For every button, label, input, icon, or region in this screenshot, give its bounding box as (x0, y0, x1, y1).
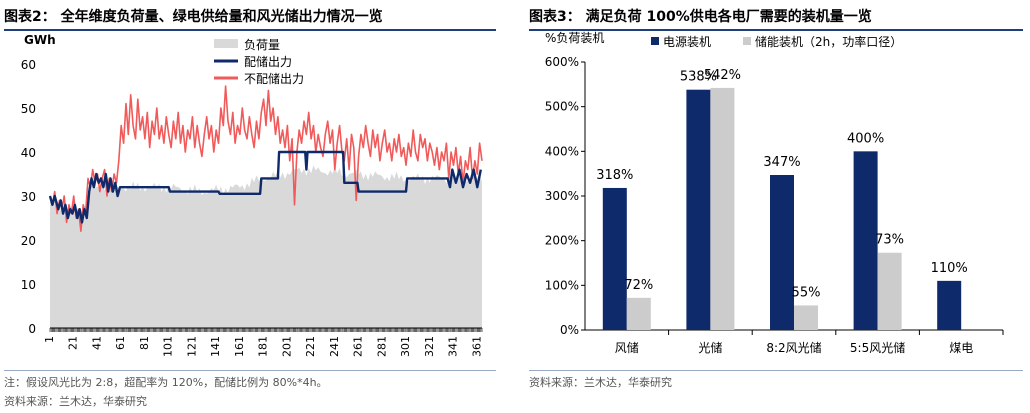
bar-data-label: 72% (624, 278, 653, 293)
x-tick-label: 121 (185, 336, 198, 357)
x-tick-label: 301 (399, 336, 412, 357)
right-bar-chart: %负荷装机 0% 100% 200% 300% 400% 500% 600% 318% 72% 风储… (545, 31, 1004, 355)
x-tick-label: 21 (67, 336, 80, 350)
x-tick-label: 261 (352, 336, 365, 357)
right-footer-rule (529, 370, 1023, 371)
y-tick-label: 100% (545, 278, 579, 292)
bar-data-label: 55% (792, 285, 821, 300)
legend-swatch-储能装机 (743, 37, 751, 45)
left-chart-title: 图表2： 全年维度负荷量、绿电供给量和风光储出力情况一览 (4, 9, 383, 25)
x-category-label: 8:2风光储 (766, 340, 821, 355)
y-tick-label: 0% (560, 323, 579, 337)
bar-data-label: 347% (763, 155, 800, 170)
left-chart-note: 注：假设风光比为 2:8，超配率为 120%，配储比例为 80%*4h。 (4, 376, 328, 389)
bar-data-label: 538% (680, 70, 717, 85)
y-tick-label: 40 (21, 146, 36, 160)
x-category-label: 风储 (615, 340, 639, 355)
y-tick-label: 20 (21, 234, 36, 248)
bar-电源装机-煤电 (937, 280, 962, 330)
left-footer-rule (4, 370, 496, 371)
legend-label-储能装机: 储能装机（2h，功率口径） (755, 34, 902, 49)
bar-data-label: 318% (596, 168, 633, 183)
series-负荷量-area (50, 165, 482, 328)
legend-label-负荷量: 负荷量 (244, 38, 280, 52)
x-tick-label: 281 (375, 336, 388, 357)
x-tick-label: 81 (138, 336, 151, 350)
x-tick-label: 201 (280, 336, 293, 357)
bar-data-label: 73% (875, 233, 904, 248)
y-tick-label: 30 (21, 190, 36, 204)
x-tick-label: 241 (328, 336, 341, 357)
right-title-rule (529, 29, 1023, 31)
bar-电源装机-8:2风光储 (770, 175, 794, 330)
right-panel: 图表3： 满足负荷 100%供电各电厂需要的装机量一览 %负荷装机 0% 100% 2… (525, 0, 1030, 413)
left-panel: 图表2： 全年维度负荷量、绿电供给量和风光储出力情况一览 0 10 20 30 40 50… (0, 0, 505, 413)
y-axis-unit-label: GWh (24, 33, 56, 47)
bar-储能装机（2h，功率口径）-8:2风光储 (794, 305, 818, 330)
y-tick-label: 60 (21, 58, 36, 72)
x-tick-label: 41 (90, 336, 103, 350)
bar-data-label: 110% (931, 261, 968, 276)
x-tick-label: 141 (209, 336, 222, 357)
bar-储能装机（2h，功率口径）-5:5风光储 (877, 252, 902, 330)
y-axis-unit-label: %负荷装机 (545, 31, 604, 45)
y-tick-label: 0 (28, 322, 36, 336)
bar-data-label: 542% (704, 68, 741, 83)
x-tick-label: 101 (162, 336, 175, 357)
y-tick-label: 400% (545, 144, 579, 158)
x-category-label: 光储 (698, 340, 722, 355)
x-category-label: 5:5风光储 (850, 340, 905, 355)
x-axis-day-ticks (49, 328, 483, 332)
legend-swatch-负荷量 (214, 39, 238, 48)
y-tick-label: 300% (545, 189, 579, 203)
left-chart-source: 资料来源：兰木达，华泰研究 (4, 395, 147, 408)
x-tick-label: 341 (447, 336, 460, 357)
y-tick-label: 500% (545, 100, 579, 114)
bar-电源装机-5:5风光储 (853, 151, 878, 330)
x-category-label: 煤电 (949, 341, 973, 355)
left-title-rule (4, 29, 496, 31)
bar-储能装机（2h，功率口径）-风储 (626, 297, 651, 330)
x-tick-label: 161 (233, 336, 246, 357)
series-不配储出力-line (49, 85, 483, 232)
legend-label-电源装机: 电源装机 (663, 35, 711, 49)
x-tick-label: 321 (423, 336, 436, 357)
y-tick-label: 600% (545, 55, 579, 69)
legend-swatch-电源装机 (651, 37, 659, 45)
x-tick-label: 361 (470, 336, 483, 357)
right-chart-source: 资料来源：兰木达，华泰研究 (529, 376, 672, 389)
bar-电源装机-光储 (686, 89, 711, 330)
y-tick-label: 200% (545, 234, 579, 248)
legend-label-不配储出力: 不配储出力 (244, 71, 304, 86)
y-tick-label: 10 (21, 278, 36, 292)
series-配储出力-line (48, 150, 482, 224)
legend-label-配储出力: 配储出力 (244, 54, 292, 69)
bar-电源装机-风储 (602, 187, 627, 330)
right-chart-title: 图表3： 满足负荷 100%供电各电厂需要的装机量一览 (529, 9, 872, 25)
bar-data-label: 400% (847, 131, 884, 146)
bar-储能装机（2h，功率口径）-光储 (710, 87, 735, 330)
x-tick-label: 61 (114, 336, 127, 350)
x-tick-label: 181 (257, 336, 270, 357)
x-tick-label: 221 (304, 336, 317, 357)
x-tick-label: 1 (43, 336, 56, 343)
y-tick-label: 50 (21, 102, 36, 116)
